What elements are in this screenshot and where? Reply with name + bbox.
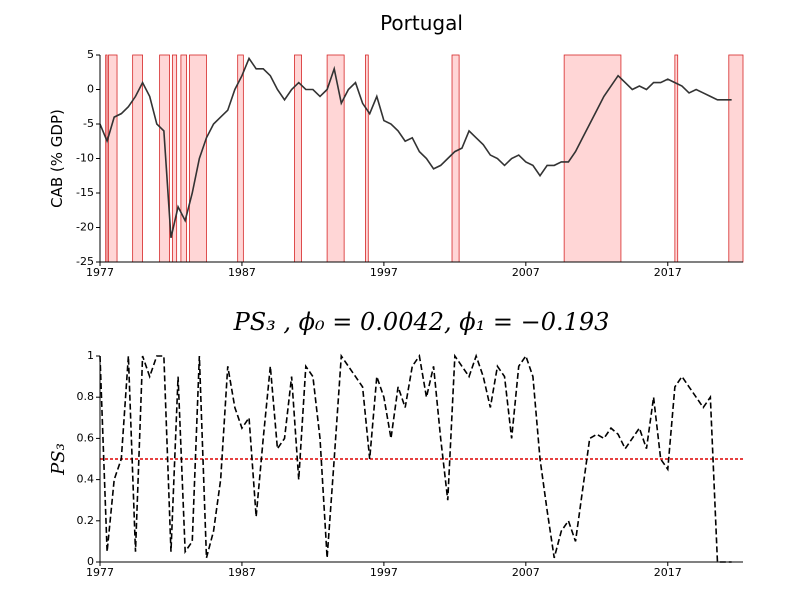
shaded-region [189,54,207,263]
y-tick-label: -15 [76,186,94,199]
shaded-region [728,54,744,263]
y-tick-label: -10 [76,152,94,165]
x-tick-label: 2017 [654,566,682,579]
y-tick-label: -5 [83,117,94,130]
y-tick-label: 0 [87,555,94,568]
chart-title: Portugal [380,11,463,35]
y-axis-label: CAB (% GDP) [48,109,66,208]
y-tick-label: 0.4 [77,473,95,486]
y-tick-label: 1 [87,349,94,362]
shaded-region [451,54,460,263]
x-tick-label: 1987 [228,566,256,579]
x-tick-label: 1977 [86,266,114,279]
data-line [99,353,732,563]
y-tick-label: -20 [76,221,94,234]
shaded-region [237,54,244,263]
shaded-region [674,54,679,263]
shaded-region [108,54,118,263]
shaded-region [326,54,345,263]
chart-title: PS₃ , ϕ₀ = 0.0042, ϕ₁ = −0.193 [233,308,610,336]
x-tick-label: 1987 [228,266,256,279]
data-line [99,56,732,239]
y-tick-label: 0.6 [77,431,95,444]
x-tick-label: 2007 [512,266,540,279]
shaded-region [365,54,369,263]
shaded-region [159,54,170,263]
x-tick-label: 1977 [86,566,114,579]
x-tick-label: 2017 [654,266,682,279]
x-tick-label: 2007 [512,566,540,579]
y-tick-label: 0.2 [77,514,95,527]
y-axis-label: PS₃ [48,443,69,476]
shaded-region [180,54,187,263]
y-tick-label: -25 [76,255,94,268]
y-tick-label: 0 [87,83,94,96]
shaded-region [563,54,622,263]
y-tick-label: 0.8 [77,390,95,403]
y-tick-label: 5 [87,48,94,61]
x-tick-label: 1997 [370,266,398,279]
shaded-region [105,54,108,263]
x-tick-label: 1997 [370,566,398,579]
